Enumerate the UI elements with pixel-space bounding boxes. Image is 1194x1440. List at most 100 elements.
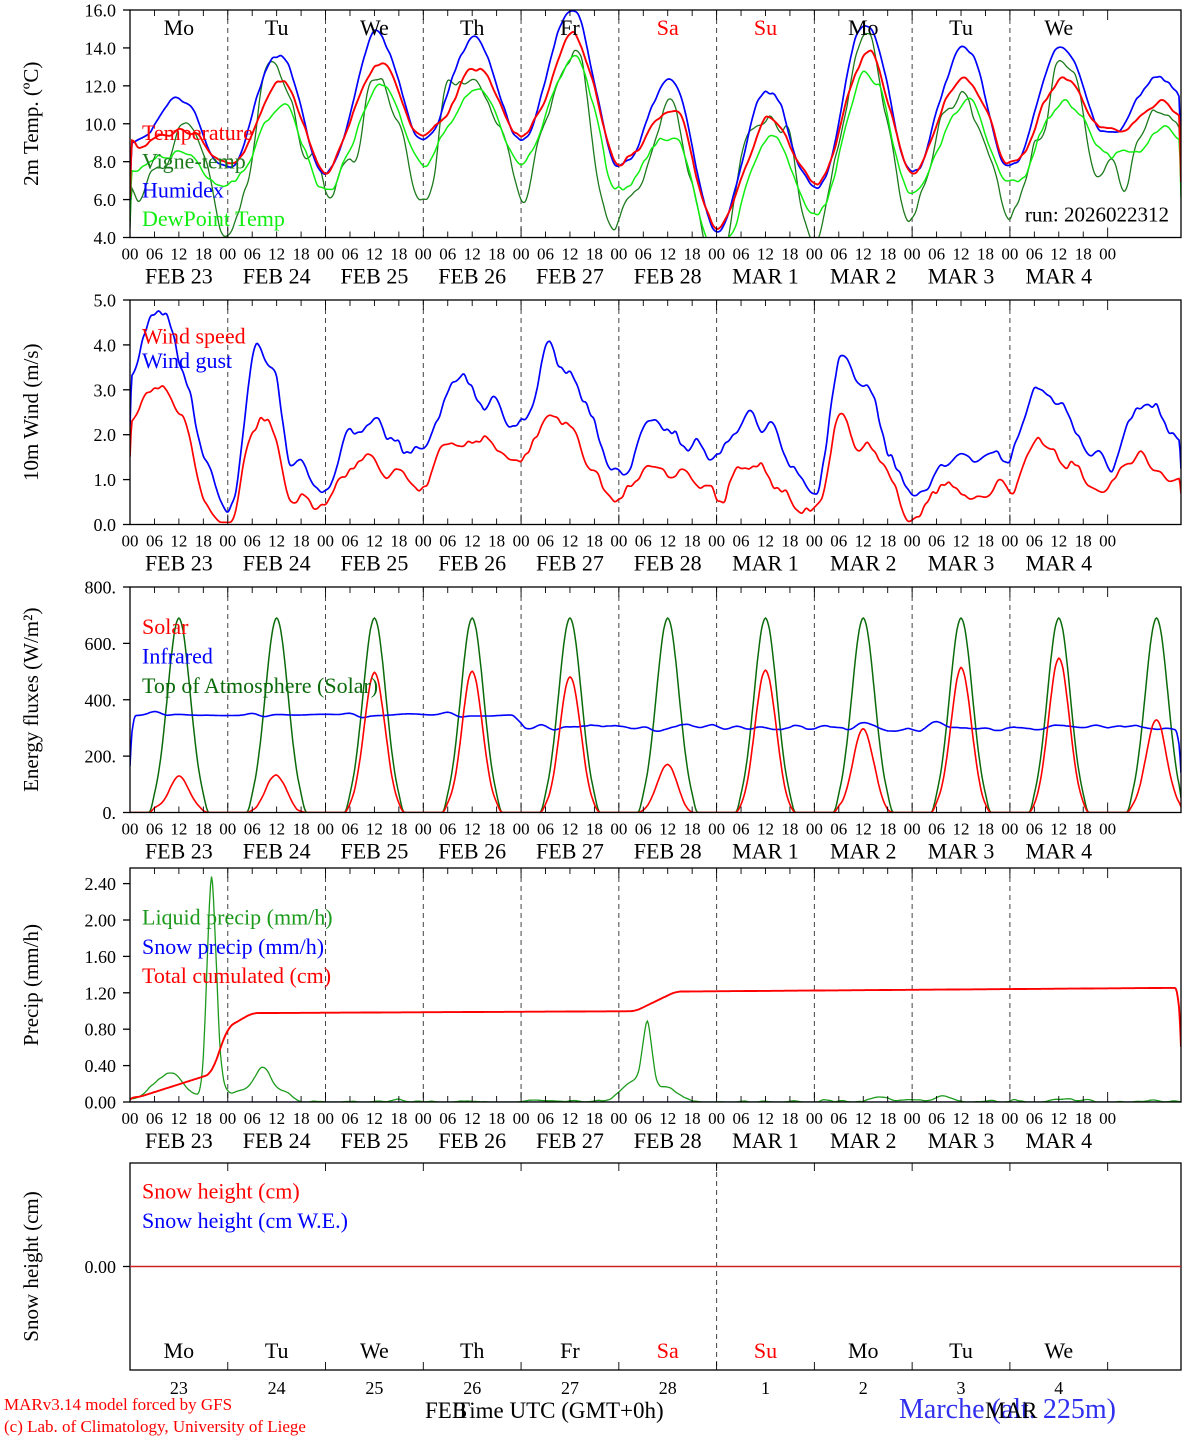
svg-text:00: 00 [1001,1109,1018,1128]
svg-text:18: 18 [195,532,212,551]
svg-text:06: 06 [146,820,163,839]
svg-text:14.0: 14.0 [85,38,117,58]
svg-text:06: 06 [439,820,456,839]
svg-text:FEB 27: FEB 27 [536,551,604,576]
svg-text:18: 18 [977,532,994,551]
svg-text:0.40: 0.40 [85,1056,117,1076]
svg-text:12: 12 [170,245,187,264]
svg-text:0.80: 0.80 [85,1020,117,1040]
svg-text:06: 06 [733,532,750,551]
svg-text:12: 12 [953,820,970,839]
svg-text:12: 12 [757,532,774,551]
svg-text:12: 12 [268,1109,285,1128]
svg-text:06: 06 [537,245,554,264]
svg-text:12: 12 [170,1109,187,1128]
svg-text:18: 18 [1075,532,1092,551]
svg-text:800.: 800. [85,578,117,598]
svg-text:Snow height (cm): Snow height (cm) [19,1191,43,1341]
svg-text:06: 06 [146,245,163,264]
svg-text:Precip (mm/h): Precip (mm/h) [19,924,43,1046]
svg-text:12: 12 [953,1109,970,1128]
svg-text:FEB 23: FEB 23 [145,1128,213,1153]
svg-text:Time UTC (GMT+0h): Time UTC (GMT+0h) [456,1398,664,1423]
svg-text:Wind speed: Wind speed [142,324,246,349]
svg-text:FEB 28: FEB 28 [634,839,702,864]
svg-text:2.00: 2.00 [85,911,117,931]
svg-text:18: 18 [684,820,701,839]
svg-text:00: 00 [806,1109,823,1128]
svg-text:FEB: FEB [425,1398,467,1423]
svg-text:MAR 4: MAR 4 [1025,1128,1092,1153]
svg-text:1: 1 [761,1378,770,1398]
svg-text:06: 06 [537,532,554,551]
svg-text:12: 12 [268,820,285,839]
svg-text:Top of Atmosphere (Solar): Top of Atmosphere (Solar) [142,673,378,698]
svg-text:06: 06 [537,820,554,839]
svg-text:18: 18 [586,1109,603,1128]
svg-text:MAR 3: MAR 3 [928,839,995,864]
svg-text:12: 12 [561,532,578,551]
svg-text:18: 18 [1075,820,1092,839]
svg-text:00: 00 [610,820,627,839]
svg-text:FEB 24: FEB 24 [243,1128,311,1153]
svg-text:28: 28 [659,1378,677,1398]
svg-text:MARv3.14 model forced by GFS: MARv3.14 model forced by GFS [4,1395,232,1414]
svg-text:12: 12 [366,820,383,839]
svg-text:FEB 27: FEB 27 [536,1128,604,1153]
svg-text:MAR 3: MAR 3 [928,264,995,289]
svg-text:06: 06 [830,820,847,839]
svg-text:We: We [1044,15,1073,40]
svg-text:0.0: 0.0 [94,515,117,535]
svg-text:18: 18 [781,820,798,839]
svg-text:1.20: 1.20 [85,983,117,1003]
svg-text:FEB 23: FEB 23 [145,839,213,864]
svg-text:06: 06 [830,532,847,551]
svg-text:FEB 28: FEB 28 [634,551,702,576]
svg-text:MAR 3: MAR 3 [928,551,995,576]
svg-text:06: 06 [341,245,358,264]
svg-text:18: 18 [1075,1109,1092,1128]
svg-text:18: 18 [390,820,407,839]
svg-text:3.0: 3.0 [94,380,117,400]
svg-text:Wind gust: Wind gust [142,348,232,373]
svg-text:Snow height (cm W.E.): Snow height (cm W.E.) [142,1208,348,1233]
svg-text:Tu: Tu [265,15,289,40]
svg-text:06: 06 [928,245,945,264]
svg-text:FEB 25: FEB 25 [340,839,408,864]
svg-text:06: 06 [928,532,945,551]
svg-text:Temperature: Temperature [142,120,253,145]
svg-text:12: 12 [366,245,383,264]
svg-text:06: 06 [341,1109,358,1128]
svg-text:12: 12 [659,1109,676,1128]
svg-text:18: 18 [195,820,212,839]
svg-text:18: 18 [586,532,603,551]
svg-text:18: 18 [879,532,896,551]
svg-text:MAR 4: MAR 4 [1025,839,1092,864]
svg-text:00: 00 [122,820,139,839]
svg-text:00: 00 [317,245,334,264]
svg-text:00: 00 [122,532,139,551]
svg-text:6.0: 6.0 [94,190,117,210]
svg-text:06: 06 [439,1109,456,1128]
svg-text:Sa: Sa [657,1338,679,1363]
svg-text:18: 18 [879,820,896,839]
svg-text:00: 00 [317,820,334,839]
svg-text:18: 18 [390,245,407,264]
svg-text:12: 12 [366,1109,383,1128]
svg-text:00: 00 [122,1109,139,1128]
svg-text:16.0: 16.0 [85,1,117,21]
svg-text:4.0: 4.0 [94,335,117,355]
svg-text:00: 00 [513,1109,530,1128]
svg-text:FEB 23: FEB 23 [145,264,213,289]
svg-text:18: 18 [195,1109,212,1128]
svg-text:00: 00 [1001,820,1018,839]
svg-text:Sa: Sa [657,15,679,40]
svg-text:0.00: 0.00 [85,1093,117,1113]
svg-text:00: 00 [219,245,236,264]
svg-text:18: 18 [879,245,896,264]
svg-text:0.00: 0.00 [85,1257,117,1277]
svg-text:00: 00 [415,532,432,551]
svg-text:We: We [1044,1338,1073,1363]
svg-text:MAR 2: MAR 2 [830,1128,897,1153]
svg-text:FEB 27: FEB 27 [536,839,604,864]
